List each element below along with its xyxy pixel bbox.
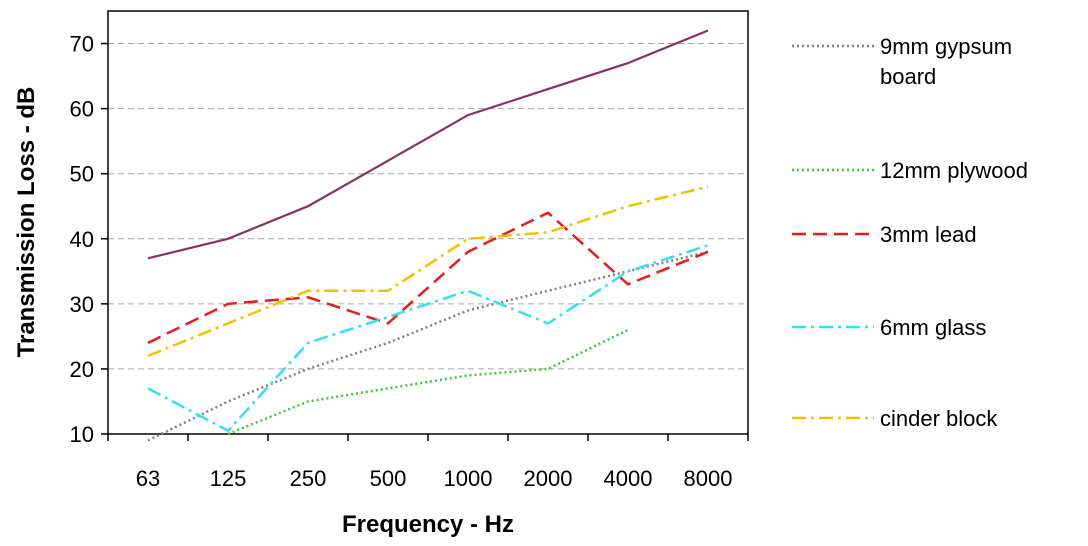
legend: 9mm gypsum board 12mm plywood 3mm lead 6mm g… [792,34,1028,431]
y-tick-label: 50 [70,162,94,187]
series-line-2 [147,211,709,345]
legend-label: 3mm lead [880,222,977,247]
gridlines [108,43,748,370]
x-tick-label: 250 [290,466,327,491]
x-tick-label: 8000 [684,466,733,491]
x-tick-label: 4000 [604,466,653,491]
y-tick-label: 10 [70,422,94,447]
x-tick-label: 500 [370,466,407,491]
series-line-0 [147,250,709,442]
legend-label: 9mm gypsum board [880,34,1012,89]
y-axis: 10 20 30 40 50 60 70 [70,32,108,447]
x-tick-label: 125 [210,466,247,491]
x-tick-label: 2000 [524,466,573,491]
legend-label: 6mm glass [880,315,986,340]
x-axis-title: Frequency - Hz [342,511,514,538]
series-lines [147,29,709,442]
y-tick-label: 60 [70,97,94,122]
series-line-1 [227,328,629,436]
series-line-5 [147,29,709,260]
y-tick-label: 20 [70,357,94,382]
legend-label: cinder block [880,406,998,431]
x-tick-label: 63 [136,466,160,491]
series-line-3 [147,244,709,433]
x-axis: 63 125 250 500 1000 2000 4000 8000 [107,434,749,491]
x-tick-label: 1000 [444,466,493,491]
series-line-4 [147,185,709,358]
y-tick-label: 30 [70,292,94,317]
y-axis-title: Transmission Loss - dB [13,87,40,358]
y-tick-label: 40 [70,227,94,252]
plot-area-frame [107,10,749,435]
legend-label: 12mm plywood [880,158,1028,183]
y-tick-label: 70 [70,32,94,57]
